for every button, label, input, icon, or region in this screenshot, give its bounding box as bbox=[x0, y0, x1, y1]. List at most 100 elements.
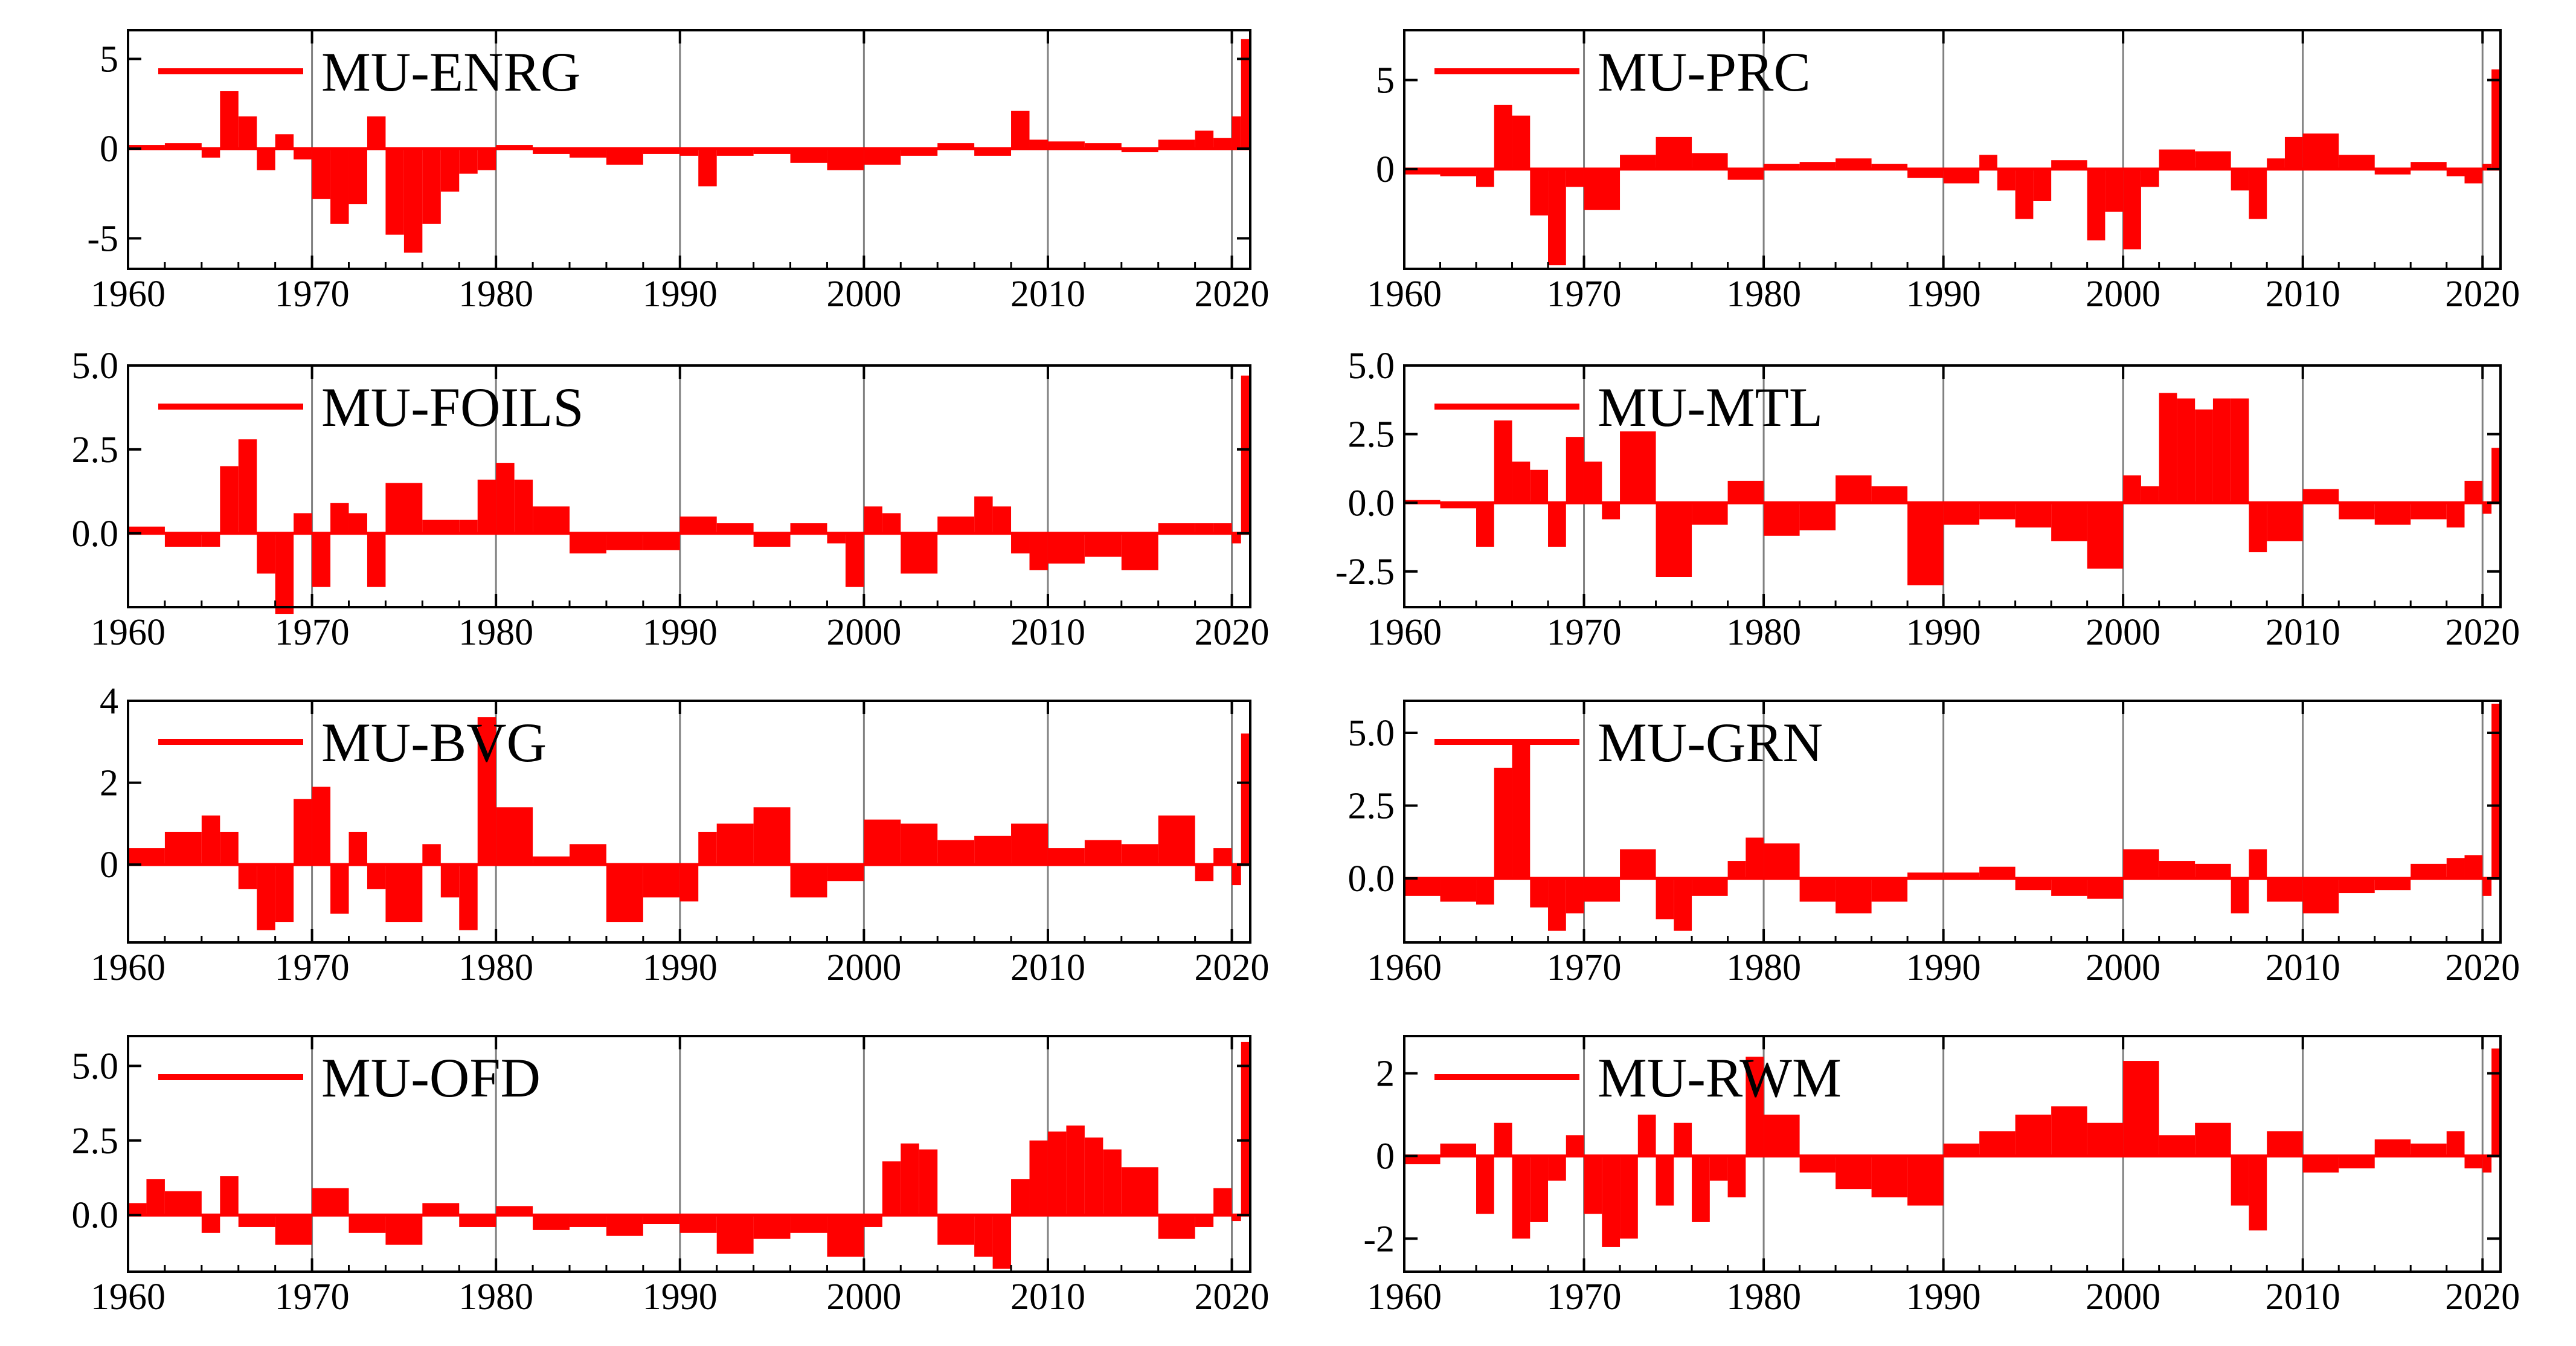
bar-mu-bvg-25 bbox=[753, 807, 791, 865]
bar-mu-grn-30 bbox=[2267, 878, 2303, 902]
bar-mu-enrg-12 bbox=[385, 149, 404, 235]
bar-mu-ofd-0 bbox=[128, 1203, 147, 1216]
bar-mu-foils-16 bbox=[496, 463, 515, 533]
bar-mu-enrg-20 bbox=[570, 149, 606, 158]
bar-mu-rwm-35 bbox=[2339, 1156, 2375, 1168]
bar-mu-rwm-8 bbox=[1584, 1156, 1602, 1214]
x-tick-label: 2010 bbox=[1010, 947, 1085, 988]
bar-mu-ofd-15 bbox=[606, 1215, 643, 1236]
bar-mu-ofd-30 bbox=[1029, 1140, 1048, 1216]
bar-mu-bvg-15 bbox=[459, 865, 478, 930]
bar-mu-bvg-17 bbox=[496, 807, 533, 865]
bar-mu-ofd-1 bbox=[146, 1179, 165, 1216]
bar-mu-enrg-13 bbox=[403, 149, 423, 253]
bar-mu-grn-3 bbox=[1494, 767, 1512, 878]
x-tick-label: 1960 bbox=[91, 1277, 165, 1318]
y-tick-label: -5 bbox=[87, 219, 118, 260]
bar-mu-enrg-8 bbox=[312, 149, 331, 199]
bar-mu-rwm-10 bbox=[1620, 1156, 1638, 1239]
bar-mu-enrg-22 bbox=[643, 149, 680, 154]
bar-mu-mtl-14 bbox=[1764, 503, 1800, 536]
x-tick-label: 2010 bbox=[2266, 274, 2340, 315]
bar-mu-grn-15 bbox=[1764, 843, 1800, 878]
bar-mu-mtl-27 bbox=[2177, 398, 2195, 503]
bar-mu-enrg-27 bbox=[790, 149, 827, 163]
bar-mu-mtl-37 bbox=[2446, 503, 2465, 528]
bar-mu-enrg-21 bbox=[606, 149, 643, 165]
bar-mu-enrg-16 bbox=[459, 149, 478, 174]
bar-mu-mtl-15 bbox=[1799, 503, 1836, 530]
bar-mu-grn-17 bbox=[1836, 878, 1872, 913]
bar-mu-mtl-10 bbox=[1620, 431, 1656, 503]
panel-mu-mtl: 1960 1970 1980 1990 2000 2010 2020 5.0 2.5 0.0 -2.… bbox=[1335, 346, 2520, 653]
panel-mu-foils: 1960 1970 1980 1990 2000 2010 2020 5.0 2.5 0.0 MU-… bbox=[72, 346, 1270, 653]
bar-mu-grn-18 bbox=[1871, 878, 1908, 902]
x-tick-label: 1960 bbox=[91, 274, 165, 315]
bar-mu-bvg-27 bbox=[827, 865, 864, 881]
bar-mu-prc-35 bbox=[2339, 155, 2375, 169]
bar-mu-bvg-40 bbox=[1241, 733, 1250, 865]
x-tick-label: 2010 bbox=[2266, 947, 2340, 988]
bar-mu-mtl-30 bbox=[2231, 398, 2249, 503]
bar-mu-enrg-15 bbox=[440, 149, 460, 192]
x-tick-label: 1990 bbox=[1906, 612, 1981, 653]
bar-mu-prc-19 bbox=[1979, 155, 1997, 169]
bar-mu-ofd-17 bbox=[679, 1215, 717, 1233]
bar-mu-ofd-39 bbox=[1232, 1215, 1241, 1222]
y-tick-label: 0 bbox=[1376, 149, 1395, 190]
legend-label: MU-MTL bbox=[1598, 376, 1823, 438]
bar-mu-prc-4 bbox=[1512, 115, 1531, 169]
bar-mu-bvg-14 bbox=[440, 865, 460, 898]
bar-mu-foils-24 bbox=[753, 533, 791, 547]
bar-mu-foils-9 bbox=[330, 503, 349, 533]
bar-mu-prc-28 bbox=[2159, 149, 2195, 169]
bar-mu-foils-23 bbox=[716, 523, 754, 533]
bar-mu-bvg-29 bbox=[901, 823, 938, 865]
bar-mu-grn-22 bbox=[2015, 878, 2052, 890]
bar-mu-enrg-25 bbox=[716, 149, 754, 156]
bar-mu-rwm-23 bbox=[1943, 1143, 1980, 1156]
bar-mu-bvg-37 bbox=[1195, 865, 1214, 881]
x-tick-label: 1970 bbox=[275, 612, 350, 653]
y-tick-label: 5.0 bbox=[72, 1046, 119, 1087]
x-tick-label: 1990 bbox=[643, 1277, 718, 1318]
panel-mu-prc: 1960 1970 1980 1990 2000 2010 2020 5 0 MU-PRC bbox=[1367, 29, 2520, 315]
bar-mu-foils-4 bbox=[238, 439, 257, 533]
bar-mu-enrg-9 bbox=[330, 149, 349, 224]
bar-mu-enrg-7 bbox=[294, 149, 312, 159]
bar-mu-foils-10 bbox=[348, 513, 367, 533]
x-tick-label: 2020 bbox=[1195, 274, 1270, 315]
legend-label: MU-FOILS bbox=[321, 376, 583, 438]
x-tick-label: 1990 bbox=[643, 274, 718, 315]
bar-mu-grn-27 bbox=[2195, 863, 2231, 878]
bar-mu-grn-5 bbox=[1530, 878, 1549, 908]
panel-mu-enrg: 1960 1970 1980 1990 2000 2010 2020 5 0 -5 MU-ENRG bbox=[87, 29, 1270, 315]
bar-mu-mtl-35 bbox=[2374, 503, 2411, 525]
bar-mu-enrg-34 bbox=[1029, 140, 1048, 149]
bar-mu-foils-39 bbox=[1158, 523, 1195, 533]
bar-mu-foils-38 bbox=[1121, 533, 1158, 570]
bar-mu-mtl-36 bbox=[2411, 503, 2447, 520]
bar-mu-grn-19 bbox=[1907, 872, 1944, 878]
bar-mu-rwm-24 bbox=[1979, 1131, 2016, 1156]
bar-mu-grn-32 bbox=[2339, 878, 2375, 894]
axis-frame bbox=[127, 700, 1251, 944]
x-tick-label: 2000 bbox=[826, 1277, 901, 1318]
x-tick-label: 2000 bbox=[826, 274, 901, 315]
bar-mu-rwm-14 bbox=[1692, 1156, 1710, 1222]
x-tick-label: 1980 bbox=[1726, 1277, 1801, 1318]
y-tick-label: 0.0 bbox=[1348, 483, 1395, 524]
bar-mu-bvg-28 bbox=[864, 819, 901, 865]
bar-mu-bvg-6 bbox=[275, 865, 294, 923]
bar-mu-foils-11 bbox=[367, 533, 386, 587]
bar-mu-enrg-17 bbox=[477, 149, 496, 170]
bar-mu-enrg-39 bbox=[1195, 130, 1214, 149]
bar-mu-rwm-36 bbox=[2374, 1139, 2411, 1156]
bar-mu-ofd-24 bbox=[901, 1143, 919, 1216]
bar-mu-bvg-19 bbox=[570, 844, 606, 865]
panel-mu-ofd: 1960 1970 1980 1990 2000 2010 2020 5.0 2.5 0.0 MU-… bbox=[72, 1035, 1270, 1318]
bar-mu-rwm-7 bbox=[1566, 1135, 1584, 1156]
bar-mu-bvg-16 bbox=[477, 717, 496, 865]
bar-mu-mtl-34 bbox=[2339, 503, 2375, 520]
